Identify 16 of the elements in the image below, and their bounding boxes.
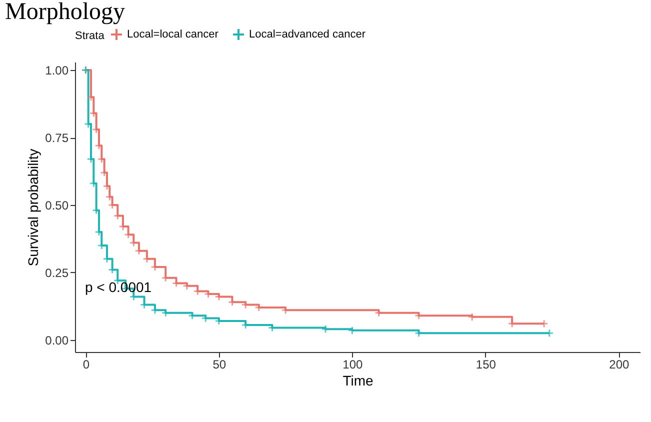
legend-label: Local=local cancer xyxy=(127,28,219,41)
y-axis-title: Survival probability xyxy=(25,148,42,266)
legend-label: Local=advanced cancer xyxy=(249,28,366,41)
x-axis-title: Time xyxy=(342,372,374,388)
x-tick-label: 200 xyxy=(609,358,630,372)
x-tick-label: 50 xyxy=(212,358,226,372)
chart-title: Morphology xyxy=(5,0,125,25)
x-tick-label: 150 xyxy=(476,358,496,372)
x-tick-label: 0 xyxy=(82,358,90,372)
y-tick-label: 0.00 xyxy=(45,333,69,348)
x-tick-label: 100 xyxy=(342,358,363,372)
y-tick-label: 0.25 xyxy=(45,266,69,280)
y-tick-label: 0.75 xyxy=(45,131,69,146)
y-tick-label: 0.50 xyxy=(45,198,69,212)
y-tick-label: 1.00 xyxy=(45,64,69,78)
legend-title: Strata xyxy=(75,30,106,42)
